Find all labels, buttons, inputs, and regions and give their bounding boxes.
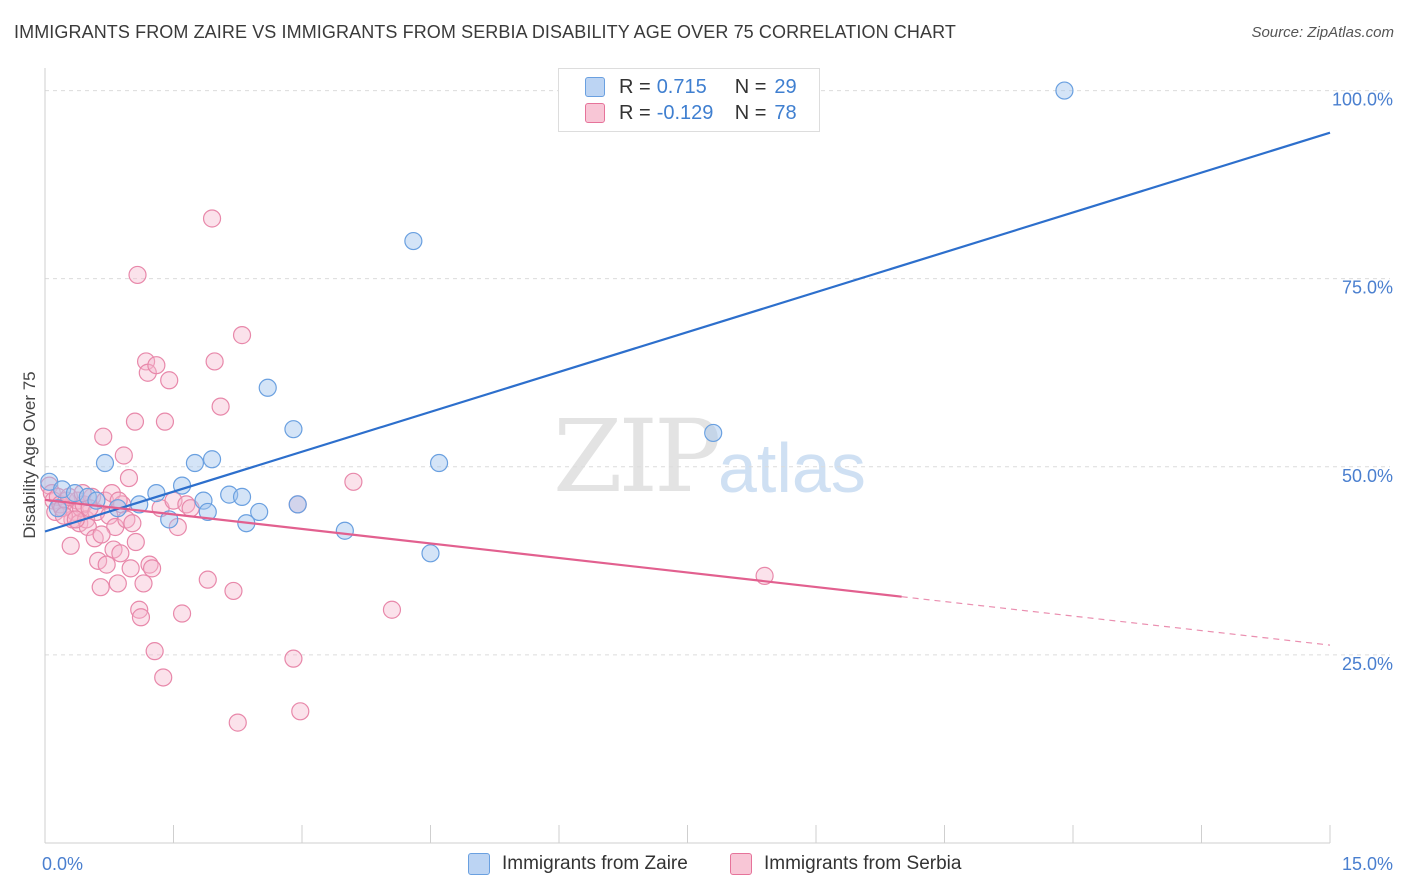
scatter-point-zaire xyxy=(288,495,307,514)
scatter-point-serbia xyxy=(89,551,108,570)
scatter-point-serbia xyxy=(61,536,80,555)
trend-line-zaire xyxy=(44,131,1331,533)
scatter-point-serbia xyxy=(92,525,111,544)
trend-line-serbia xyxy=(44,498,902,598)
scatter-point-serbia xyxy=(198,570,217,589)
scatter-point-serbia xyxy=(202,209,222,228)
legend-n-label: N = xyxy=(734,101,767,124)
scatter-point-serbia xyxy=(232,326,252,345)
legend-r-value-serbia: -0.129 xyxy=(656,101,714,124)
y-tick-label: 25.0% xyxy=(1342,654,1393,674)
scatter-point-serbia xyxy=(121,559,140,578)
scatter-point-serbia xyxy=(128,265,147,285)
scatter-point-serbia xyxy=(125,412,145,431)
scatter-point-serbia xyxy=(172,604,192,623)
scatter-point-zaire xyxy=(202,450,222,469)
scatter-point-serbia xyxy=(119,468,139,488)
scatter-point-zaire xyxy=(194,491,213,510)
watermark-atlas: atlas xyxy=(718,429,866,507)
scatter-point-serbia xyxy=(344,472,363,491)
legend-r-label: R = xyxy=(619,75,651,98)
trend-line-extension-serbia xyxy=(901,596,1331,646)
scatter-point-serbia xyxy=(130,600,149,619)
scatter-point-zaire xyxy=(95,453,115,473)
bottom-legend-swatch-zaire xyxy=(468,853,490,875)
scatter-point-serbia xyxy=(382,600,402,619)
scatter-point-serbia xyxy=(154,668,173,687)
scatter-point-zaire xyxy=(404,231,423,251)
scatter-point-serbia xyxy=(131,608,151,627)
scatter-point-serbia xyxy=(291,702,310,721)
scatter-point-serbia xyxy=(94,427,113,446)
scatter-point-serbia xyxy=(228,713,247,732)
scatter-point-serbia xyxy=(134,574,153,593)
x-tick-label-min: 0.0% xyxy=(42,854,83,874)
scatter-point-serbia xyxy=(142,559,162,578)
bottom-legend-serbia: Immigrants from Serbia xyxy=(730,851,961,877)
y-tick-label: 100.0% xyxy=(1332,90,1393,110)
scatter-point-serbia xyxy=(108,574,127,593)
scatter-point-serbia xyxy=(126,532,145,552)
scatter-point-serbia xyxy=(91,578,110,597)
legend-row-zaire: R = 0.715 N = 29 xyxy=(585,75,797,99)
y-tick-label: 75.0% xyxy=(1342,278,1393,298)
legend-r-value-zaire: 0.715 xyxy=(656,75,707,98)
scatter-point-zaire xyxy=(1055,81,1074,100)
scatter-point-zaire xyxy=(48,499,67,518)
chart-title: IMMIGRANTS FROM ZAIRE VS IMMIGRANTS FROM… xyxy=(14,22,956,42)
legend-row-serbia: R = -0.129 N = 78 xyxy=(585,101,797,125)
scatter-point-zaire xyxy=(198,502,217,522)
scatter-point-serbia xyxy=(145,642,164,661)
stats-legend: R = 0.715 N = 29 R = -0.129 N = 78 xyxy=(558,68,820,132)
scatter-point-serbia xyxy=(111,544,130,563)
scatter-point-zaire xyxy=(704,423,723,443)
scatter-point-serbia xyxy=(136,352,156,371)
scatter-point-zaire xyxy=(250,502,269,522)
legend-n-label: N = xyxy=(734,75,767,98)
scatter-point-zaire xyxy=(284,420,303,439)
y-tick-label: 50.0% xyxy=(1342,466,1393,486)
legend-r-label: R = xyxy=(619,101,651,124)
scatter-point-zaire xyxy=(421,544,440,563)
scatter-point-serbia xyxy=(97,555,116,574)
watermark-zip: ZIP xyxy=(553,398,721,515)
scatter-point-serbia xyxy=(147,356,166,375)
legend-swatch-zaire xyxy=(585,77,605,97)
scatter-point-serbia xyxy=(114,446,133,465)
legend-swatch-serbia xyxy=(585,103,605,123)
bottom-legend-label-zaire: Immigrants from Zaire xyxy=(502,853,688,874)
scatter-point-serbia xyxy=(160,371,179,390)
scatter-point-serbia xyxy=(284,649,303,668)
scatter-point-zaire xyxy=(232,487,252,506)
bottom-legend-zaire: Immigrants from Zaire xyxy=(468,851,688,877)
scatter-point-serbia xyxy=(211,397,230,416)
scatter-point-zaire xyxy=(429,453,449,473)
bottom-legend-swatch-serbia xyxy=(730,853,752,875)
legend-n-value-serbia: 78 xyxy=(774,101,797,124)
scatter-point-zaire xyxy=(335,521,354,540)
scatter-point-serbia xyxy=(123,514,142,533)
bottom-legend-label-serbia: Immigrants from Serbia xyxy=(764,853,962,874)
legend-n-value-zaire: 29 xyxy=(774,75,797,98)
scatter-point-serbia xyxy=(155,412,175,431)
scatter-point-serbia xyxy=(205,352,224,371)
scatter-point-zaire xyxy=(258,378,277,397)
source-credit: Source: ZipAtlas.com xyxy=(1251,24,1394,41)
scatter-point-zaire xyxy=(185,453,205,473)
scatter-point-serbia xyxy=(224,581,243,601)
x-tick-label-max: 15.0% xyxy=(1342,854,1393,874)
